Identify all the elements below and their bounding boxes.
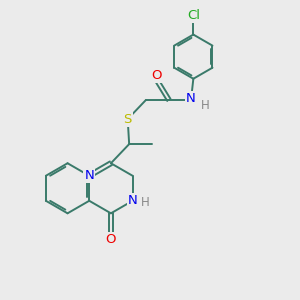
Text: N: N xyxy=(186,92,196,105)
Text: H: H xyxy=(201,99,209,112)
Text: O: O xyxy=(106,233,116,246)
Text: O: O xyxy=(151,69,161,82)
Text: N: N xyxy=(84,169,94,182)
Text: N: N xyxy=(128,194,137,207)
Text: S: S xyxy=(124,112,132,126)
Text: H: H xyxy=(141,196,149,209)
Text: Cl: Cl xyxy=(187,9,200,22)
